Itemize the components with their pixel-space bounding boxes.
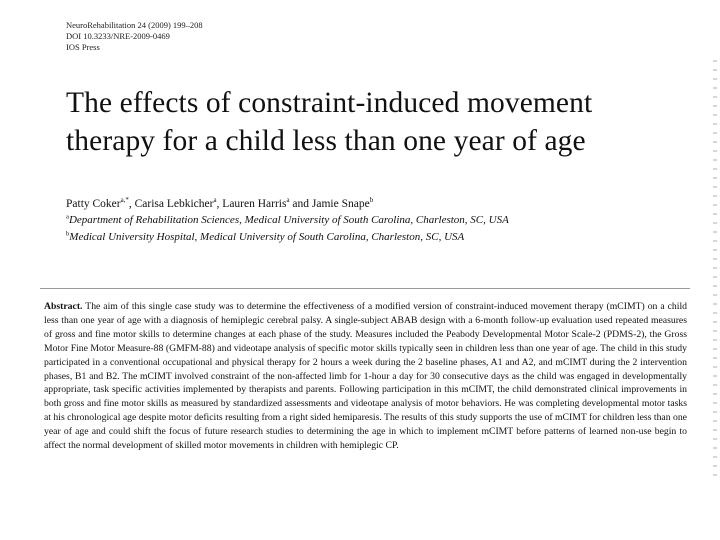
abstract-paragraph: Abstract. The aim of this single case st…	[44, 300, 687, 453]
journal-header: NeuroRehabilitation 24 (2009) 199–208 DO…	[66, 20, 203, 53]
author-name: Lauren Harris	[222, 198, 287, 210]
affiliation-mark: a	[66, 213, 69, 221]
author-name: Jamie Snape	[311, 198, 370, 210]
journal-citation: NeuroRehabilitation 24 (2009) 199–208	[66, 20, 203, 30]
abstract-label: Abstract.	[44, 301, 83, 312]
author-affiliation-mark: a	[286, 197, 290, 205]
author-name: Carisa Lebkicher	[134, 198, 214, 210]
title-line-1: The effects of constraint-induced moveme…	[66, 87, 593, 119]
author-list: Patty Cokera,*, Carisa Lebkichera, Laure…	[66, 197, 374, 210]
abstract-body: The aim of this single case study was to…	[44, 301, 687, 452]
affiliation-text: Medical University Hospital, Medical Uni…	[69, 231, 465, 243]
author-affiliation-mark: a,*	[120, 197, 129, 205]
author-affiliation-mark: b	[369, 197, 374, 205]
affiliation-a: aDepartment of Rehabilitation Sciences, …	[66, 212, 509, 229]
author-affiliation-mark: a	[213, 197, 217, 205]
doi-line: DOI 10.3233/NRE-2009-0469	[66, 31, 170, 41]
title-line-2: therapy for a child less than one year o…	[66, 125, 586, 157]
section-divider	[40, 288, 690, 289]
scan-edge-artifact	[713, 60, 717, 480]
affiliation-mark: b	[66, 230, 70, 238]
paper-title: The effects of constraint-induced moveme…	[66, 84, 592, 160]
affiliation-list: aDepartment of Rehabilitation Sciences, …	[66, 212, 509, 246]
author-name: Patty Coker	[66, 198, 121, 210]
affiliation-b: bMedical University Hospital, Medical Un…	[66, 229, 509, 246]
affiliation-text: Department of Rehabilitation Sciences, M…	[68, 214, 509, 226]
publisher-line: IOS Press	[66, 42, 100, 52]
